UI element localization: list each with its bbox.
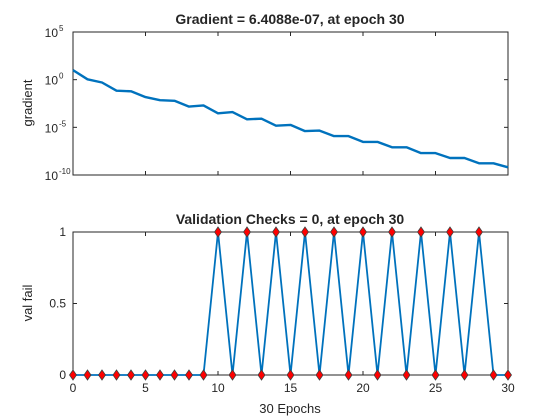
validation-point (214, 226, 222, 238)
validation-point (199, 369, 208, 381)
gradient-plot: Gradient = 6.4088e-07, at epoch 30 gradi… (20, 11, 509, 183)
validation-point (243, 226, 251, 238)
validation-point (141, 369, 150, 381)
gradient-plot-area (72, 31, 509, 176)
validation-point (402, 369, 411, 381)
validation-point (112, 369, 121, 381)
validation-ytick-label: 1 (59, 225, 66, 239)
validation-point (228, 369, 237, 381)
validation-point (504, 369, 512, 381)
gradient-ylabel: gradient (20, 79, 35, 126)
validation-xtick-label: 20 (356, 381, 370, 395)
validation-point (388, 226, 396, 238)
validation-point (69, 369, 77, 381)
gradient-ytick-exponent: 5 (59, 24, 64, 33)
gradient-series (72, 69, 509, 169)
validation-point (315, 369, 324, 381)
gradient-title: Gradient = 6.4088e-07, at epoch 30 (175, 11, 404, 27)
validation-point (373, 369, 382, 381)
gradient-ytick-exponent: 0 (59, 72, 64, 81)
gradient-ytick-label: 10 (45, 121, 59, 135)
validation-ytick-label: 0 (59, 368, 66, 382)
validation-title: Validation Checks = 0, at epoch 30 (176, 211, 405, 227)
validation-point (460, 369, 469, 381)
validation-yticks: 00.51 (49, 225, 508, 382)
validation-point (170, 369, 179, 381)
validation-xtick-label: 0 (70, 381, 77, 395)
gradient-ytick-exponent: -10 (59, 167, 71, 176)
validation-point (257, 369, 266, 381)
gradient-ytick-label: 10 (45, 26, 59, 40)
validation-point (489, 369, 498, 381)
validation-point (127, 369, 135, 381)
validation-xtick-label: 30 (501, 381, 515, 395)
validation-point (156, 369, 164, 381)
validation-point (272, 226, 280, 238)
validation-point (98, 369, 106, 381)
validation-point (286, 369, 295, 381)
validation-ylabel: val fail (20, 284, 35, 321)
validation-series (69, 226, 512, 381)
validation-ytick-label: 0.5 (49, 297, 66, 311)
validation-point (446, 226, 454, 238)
gradient-ytick-exponent: -5 (59, 119, 67, 128)
validation-point (344, 369, 353, 381)
validation-point (301, 226, 309, 238)
validation-point (475, 226, 483, 238)
gradient-ytick-label: 10 (45, 169, 59, 183)
validation-xtick-label: 25 (429, 381, 443, 395)
validation-plot-area (72, 231, 509, 376)
validation-point (431, 369, 440, 381)
gradient-line (72, 69, 509, 169)
validation-xlabel: 30 Epochs (259, 401, 321, 416)
gradient-ytick-label: 10 (45, 74, 59, 88)
validation-xtick-label: 5 (142, 381, 149, 395)
validation-point (359, 226, 367, 238)
validation-point (330, 226, 338, 238)
gradient-xticks (72, 32, 509, 175)
validation-xtick-label: 10 (211, 381, 225, 395)
validation-xtick-label: 15 (284, 381, 298, 395)
validation-plot: Validation Checks = 0, at epoch 30 val f… (20, 211, 515, 416)
validation-point (83, 369, 92, 381)
validation-point (185, 369, 193, 381)
validation-point (417, 226, 425, 238)
